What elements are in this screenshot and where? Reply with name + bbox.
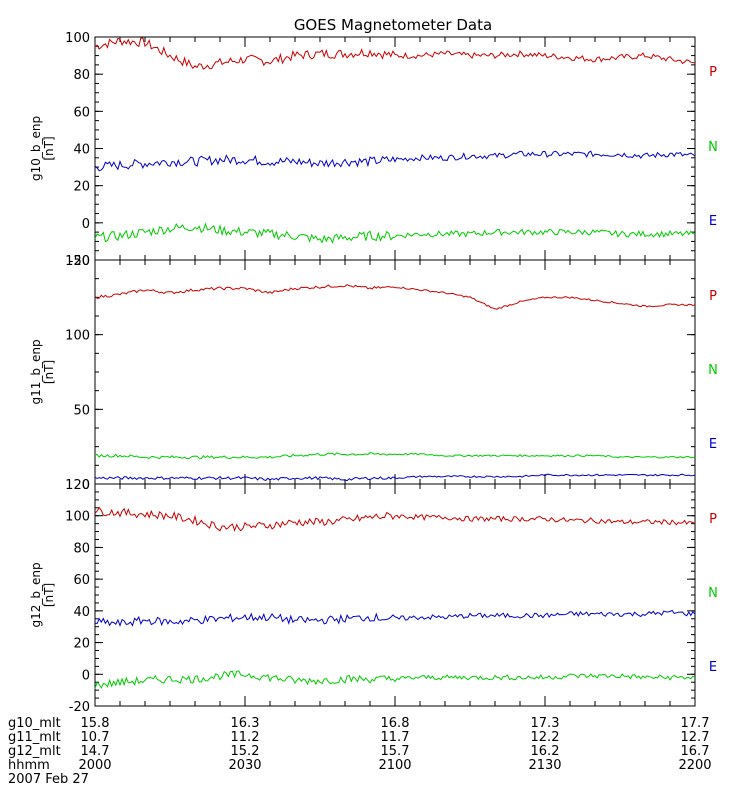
component-label-E: E [709,660,717,675]
y-tick-label: 0 [82,478,90,493]
xaxis-row-value: 15.2 [231,744,260,759]
xaxis-row-value: 14.7 [81,744,110,759]
xaxis-row-value: 12.2 [531,730,560,745]
y-tick-label: 80 [73,541,90,556]
component-label-N: N [708,363,718,378]
y-tick-label: -20 [69,254,90,269]
component-label-N: N [708,586,718,601]
xaxis-row-label: g10_mlt [8,716,61,731]
component-label-P: P [709,512,717,527]
y-tick-label: 60 [73,105,90,120]
y-tick-label: 50 [73,403,90,418]
series-line-P [94,37,696,70]
panel-frame [94,259,696,485]
xaxis-row-value: 15.8 [81,716,110,731]
component-label-E: E [709,437,717,452]
series-line-E [94,670,696,689]
xaxis-row-label: hhmm [8,758,50,773]
panel-frame [94,483,696,707]
y-tick-label: 0 [82,217,90,232]
xaxis-row-value: 16.8 [381,716,410,731]
xaxis-row-value: 11.2 [231,730,260,745]
y-tick-label: 0 [82,668,90,683]
y-axis-label: g12_b_enp [29,562,43,627]
component-label-P: P [709,65,717,80]
component-label-E: E [709,214,717,229]
y-tick-label: 100 [65,329,90,344]
y-axis-unit: [nT] [42,583,56,607]
series-line-N [94,452,696,460]
xaxis-row-label: g11_mlt [8,730,61,745]
series-line-E [94,473,696,482]
series-line-E [94,222,696,244]
xaxis-row-value: 2030 [228,758,261,773]
x-axis-table: g10_mlt 15.8 16.3 16.8 17.3 17.7 g11_mlt 10.7 11… [8,716,712,787]
y-tick-label: 20 [73,637,90,652]
panel-frame [94,36,696,261]
xaxis-row-value: 2100 [378,758,411,773]
xaxis-row-value: 2000 [78,758,111,773]
y-tick-label: 80 [73,68,90,83]
xaxis-row-value: 16.3 [231,716,260,731]
y-axis-unit: [nT] [42,136,56,160]
y-axis-label: g11_b_enp [29,339,43,404]
y-tick-label: -20 [69,700,90,715]
y-tick-label: 100 [65,31,90,46]
series-line-N [94,609,696,627]
xaxis-row-label: g12_mlt [8,744,61,759]
xaxis-row-value: 15.7 [381,744,410,759]
date-label: 2007 Feb 27 [8,772,89,787]
panel-3: -20 0 20 40 60 80 100 120 g12_b_enp [nT] P N E [29,478,718,715]
y-axis-unit: [nT] [42,360,56,384]
series-line-N [94,150,696,172]
xaxis-row-value: 11.7 [381,730,410,745]
y-tick-label: 150 [65,254,90,269]
xaxis-row-value: 2200 [678,758,711,773]
component-label-N: N [708,140,718,155]
series-line-P [94,506,696,533]
y-tick-label: 100 [65,510,90,525]
y-tick-label: 20 [73,180,90,195]
panel-1: -20 0 20 40 60 80 100 g10_b_enp [nT] P N E [29,31,718,269]
xaxis-row-value: 10.7 [81,730,110,745]
y-tick-label: 40 [73,143,90,158]
series-line-P [94,283,696,310]
y-axis-label: g10_b_enp [29,116,43,181]
chart-title: GOES Magnetometer Data [294,16,492,34]
y-tick-label: 60 [73,573,90,588]
y-tick-label: 120 [65,478,90,493]
xaxis-row-value: 17.7 [681,716,710,731]
xaxis-row-value: 16.2 [531,744,560,759]
xaxis-row-value: 17.3 [531,716,560,731]
panel-2: 0 50 100 150 g11_b_enp [nT] P N E [29,254,718,493]
xaxis-row-value: 12.7 [681,730,710,745]
xaxis-row-value: 16.7 [681,744,710,759]
component-label-P: P [709,289,717,304]
y-tick-label: 40 [73,605,90,620]
xaxis-row-value: 2130 [528,758,561,773]
